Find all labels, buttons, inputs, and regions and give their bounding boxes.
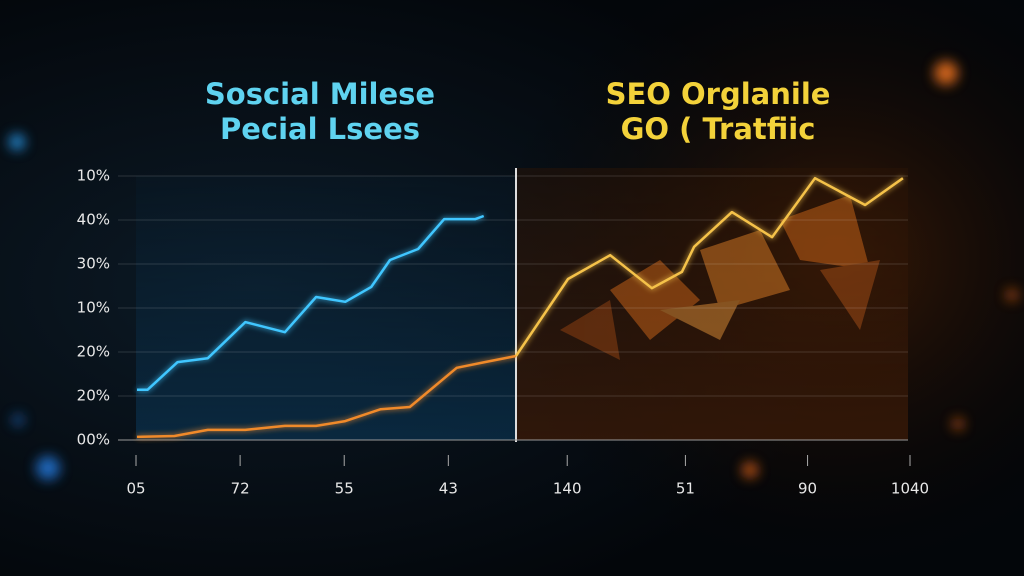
x-tick-label: 51 (676, 480, 695, 498)
x-tick-label: 43 (439, 480, 458, 498)
y-tick-label: 10% (77, 299, 110, 317)
x-tick-label: 140 (553, 480, 582, 498)
x-tick-label: 05 (126, 480, 145, 498)
y-tick-label: 30% (77, 255, 110, 273)
y-tick-label: 20% (77, 387, 110, 405)
right-panel (516, 168, 908, 440)
x-tick-label: 90 (798, 480, 817, 498)
chart-title: SEO Orglanile (606, 77, 831, 111)
y-tick-label: 10% (77, 167, 110, 185)
y-tick-label: 40% (77, 211, 110, 229)
chart-title: GO ( Tratfiic (621, 112, 816, 146)
line (137, 214, 485, 392)
x-tick-label: 1040 (891, 480, 929, 498)
x-tick-label: 72 (231, 480, 250, 498)
decor-polygons (560, 195, 880, 360)
y-tick-label: 20% (77, 343, 110, 361)
bokeh (9, 61, 1018, 480)
line (136, 354, 517, 439)
chart-title: Soscial Milese (205, 77, 435, 111)
chart-title: Pecial Lsees (220, 112, 420, 146)
y-tick-label: 00% (77, 431, 110, 449)
x-tick-label: 55 (335, 480, 354, 498)
line (514, 176, 904, 357)
